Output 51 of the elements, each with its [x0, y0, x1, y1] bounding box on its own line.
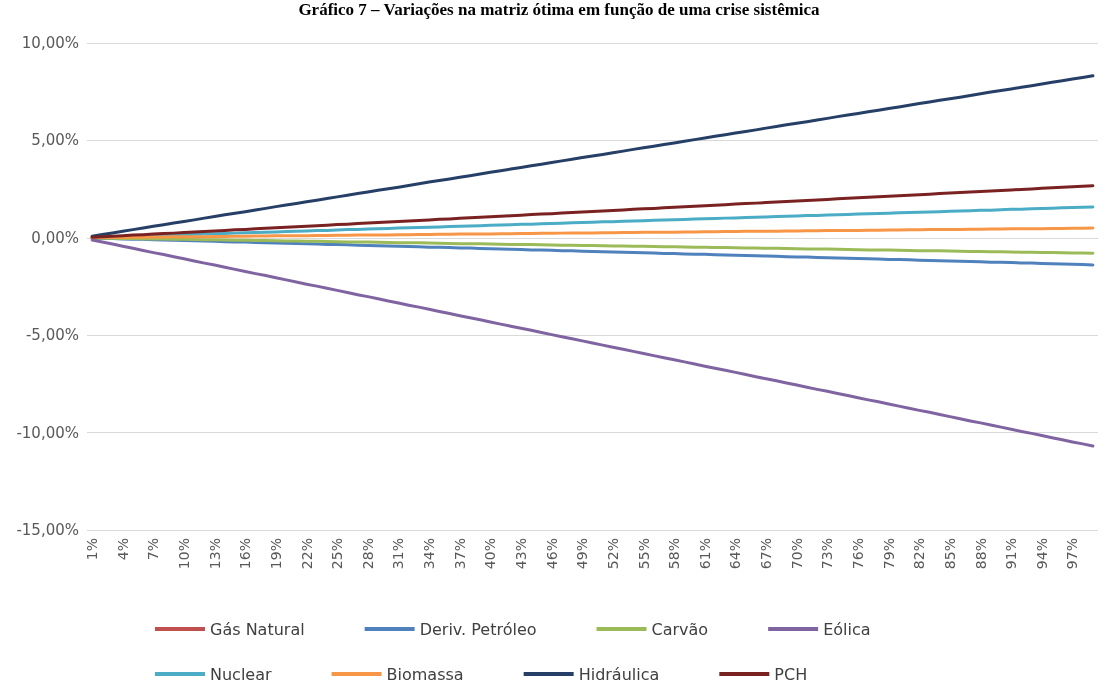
- x-tick-label: 85%: [941, 538, 958, 570]
- legend-label: PCH: [774, 664, 808, 684]
- x-tick-label: 97%: [1064, 538, 1081, 570]
- y-tick-label: 5,00%: [31, 131, 79, 150]
- y-tick-label: -10,00%: [16, 423, 79, 442]
- x-tick-label: 58%: [666, 538, 683, 570]
- y-tick-label: -5,00%: [25, 326, 79, 345]
- line-series: [90, 184, 1095, 239]
- line-series: [90, 238, 1095, 448]
- x-tick-label: 31%: [390, 538, 407, 570]
- x-tick-label: 73%: [819, 538, 836, 570]
- x-tick-label: 88%: [972, 538, 989, 570]
- x-tick-label: 22%: [298, 538, 315, 570]
- legend-label: Gás Natural: [210, 619, 305, 639]
- legend-label: Biomassa: [386, 664, 464, 684]
- x-tick-label: 70%: [788, 538, 805, 570]
- x-tick-label: 7%: [145, 538, 162, 561]
- x-tick-label: 19%: [267, 538, 284, 570]
- x-tick-label: 61%: [696, 538, 713, 570]
- y-tick-label: -15,00%: [16, 521, 79, 539]
- chart-title: Gráfico 7 – Variações na matriz ótima em função de uma crise sistêmica: [298, 0, 821, 19]
- x-tick-label: 25%: [329, 538, 346, 570]
- x-tick-label: 37%: [451, 538, 468, 570]
- y-tick-label: 10,00%: [21, 34, 79, 52]
- legend-label: Carvão: [651, 619, 709, 639]
- x-tick-label: 79%: [880, 538, 897, 570]
- x-tick-label: 13%: [206, 538, 223, 570]
- x-tick-label: 94%: [1033, 538, 1050, 570]
- x-tick-label: 91%: [1003, 538, 1020, 570]
- x-tick-label: 55%: [635, 538, 652, 570]
- x-tick-label: 16%: [237, 538, 254, 570]
- x-tick-label: 64%: [727, 538, 744, 570]
- x-tick-label: 34%: [421, 538, 438, 570]
- line-series: [90, 74, 1095, 238]
- x-tick-label: 10%: [176, 538, 193, 570]
- x-tick-label: 46%: [543, 538, 560, 570]
- x-tick-label: 40%: [482, 538, 499, 570]
- x-tick-label: 1%: [84, 538, 101, 561]
- legend-label: Eólica: [823, 619, 871, 639]
- y-tick-label: 0,00%: [31, 228, 79, 247]
- x-tick-label: 76%: [850, 538, 867, 570]
- legend-label: Nuclear: [210, 664, 272, 684]
- x-tick-label: 4%: [114, 538, 131, 561]
- x-tick-label: 49%: [574, 538, 591, 570]
- legend-label: Deriv. Petróleo: [419, 619, 537, 639]
- x-tick-label: 52%: [604, 538, 621, 570]
- x-tick-label: 82%: [911, 538, 928, 570]
- x-tick-label: 67%: [758, 538, 775, 570]
- x-tick-label: 43%: [513, 538, 530, 570]
- legend-label: Hidráulica: [578, 664, 660, 684]
- x-tick-label: 28%: [359, 538, 376, 570]
